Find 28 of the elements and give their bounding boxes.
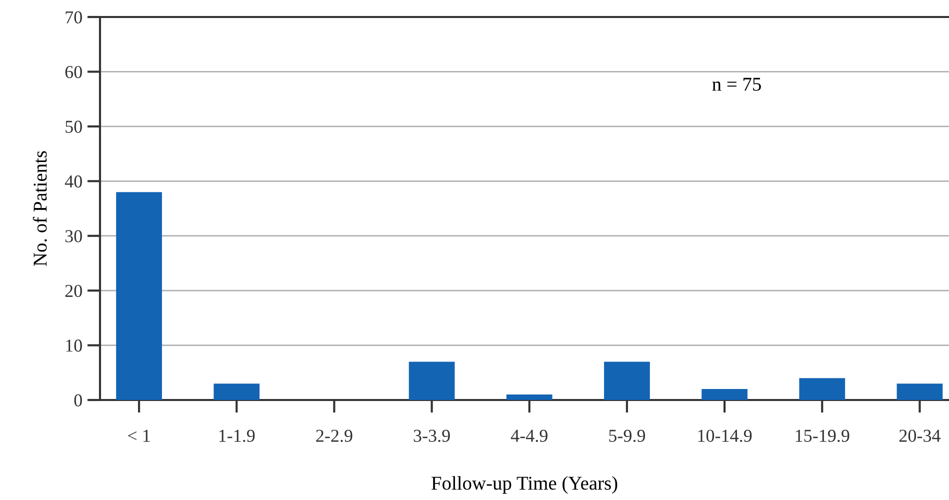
y-tick-label: 40 — [64, 175, 82, 188]
y-tick-label: 0 — [74, 394, 82, 406]
y-tick-label: 10 — [66, 340, 82, 352]
y-tick-label: 20 — [65, 284, 82, 298]
bar — [702, 389, 748, 400]
bar — [506, 394, 552, 400]
bar — [896, 384, 943, 400]
y-tick-label: 30 — [65, 230, 82, 242]
bar — [604, 362, 650, 400]
x-tick-label: 1-1.9 — [219, 430, 255, 442]
x-tick-label: < 1 — [128, 430, 150, 442]
y-tick-label: 50 — [66, 120, 82, 133]
y-tick-label: 70 — [66, 11, 82, 24]
y-tick-label: 60 — [65, 66, 82, 78]
x-tick-label: 2-2.9 — [316, 430, 352, 442]
x-tick-label: 4-4.9 — [510, 430, 548, 442]
x-tick-label: 5-9.9 — [609, 430, 646, 442]
x-tick-label: 15-19.9 — [796, 430, 850, 442]
bar — [408, 362, 455, 400]
x-axis-title: Follow-up Time (Years) — [432, 476, 618, 494]
x-tick-label: 3-3.9 — [414, 430, 450, 442]
annotation: n = 75 — [712, 78, 761, 91]
bar — [214, 384, 260, 400]
bar — [116, 192, 162, 400]
y-axis-title: No. of Patients — [32, 151, 47, 266]
x-tick-label: 10-14.9 — [698, 430, 752, 442]
x-tick-label: 20-34 — [899, 430, 941, 442]
bar — [799, 378, 846, 400]
